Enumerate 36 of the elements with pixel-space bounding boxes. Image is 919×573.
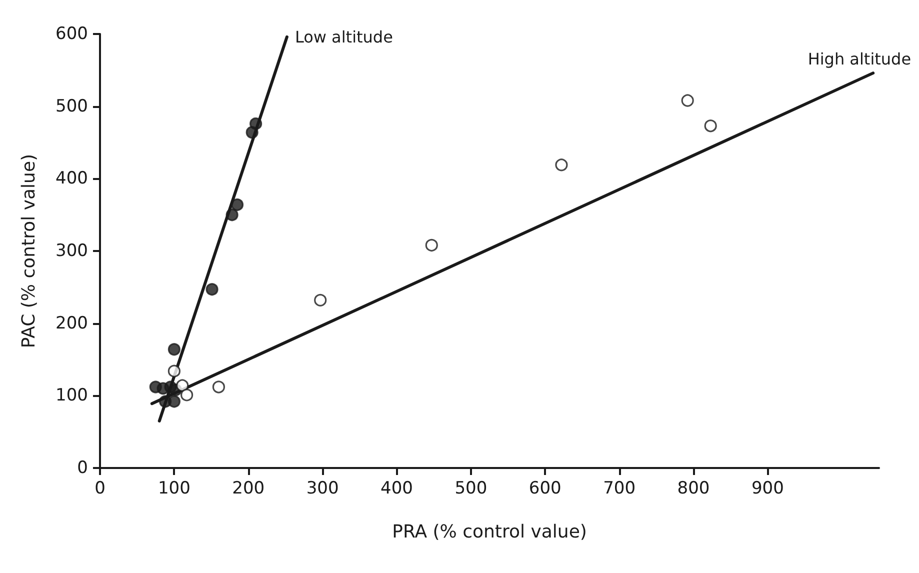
point (681, 94, 694, 107)
point (159, 395, 172, 408)
point (425, 238, 438, 252)
y-tick-label: 400 (56, 168, 88, 189)
series-label: Low altitude (294, 27, 393, 46)
point (212, 380, 226, 394)
x-tick-label: 400 (380, 478, 413, 498)
y-tick-label: 200 (56, 313, 88, 334)
x-tick-label: 500 (454, 478, 488, 498)
x-tick-label: 100 (158, 478, 190, 498)
y-tick-label: 500 (56, 96, 88, 116)
point (230, 198, 244, 212)
x-tick-label: 900 (751, 478, 784, 498)
x-tick-label: 0 (94, 478, 106, 498)
x-tick-label: 600 (528, 478, 562, 498)
y-tick-label: 300 (56, 241, 88, 261)
x-axis-title: PRA (% control value) (392, 522, 587, 542)
point (555, 158, 568, 172)
y-tick-label: 600 (56, 24, 88, 44)
point (180, 388, 194, 402)
x-tick-label: 700 (603, 478, 636, 498)
point (168, 343, 180, 356)
x-tick-label: 800 (677, 478, 710, 498)
x-tick-label: 300 (306, 478, 339, 498)
point (168, 364, 180, 378)
y-axis-title: PAC (% control value) (18, 154, 40, 348)
point (704, 120, 717, 132)
point (206, 283, 218, 296)
point (314, 294, 327, 306)
x-tick-label: 200 (232, 478, 265, 498)
point (226, 208, 238, 222)
point (246, 126, 258, 139)
y-tick-label: 100 (56, 386, 88, 406)
point (176, 379, 189, 392)
series-label: High altitude (808, 50, 912, 69)
y-tick-label: 0 (77, 458, 88, 478)
